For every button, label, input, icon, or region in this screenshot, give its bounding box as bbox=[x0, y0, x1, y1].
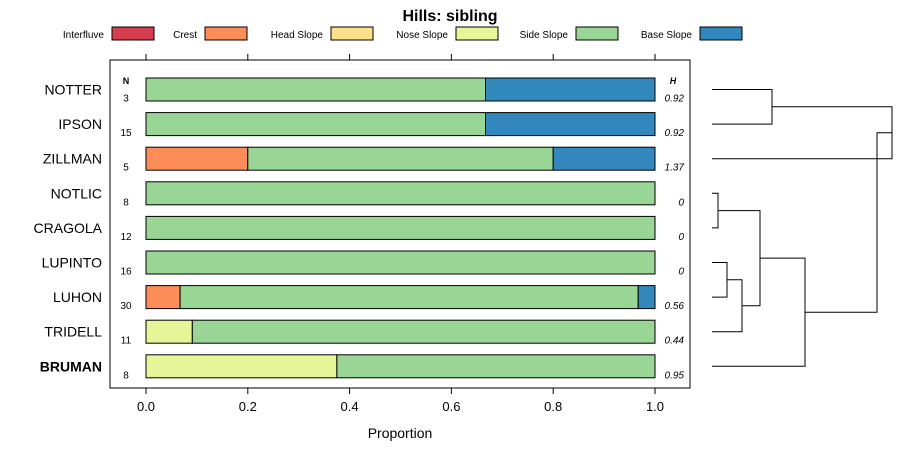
bar-segment-7-3 bbox=[145, 319, 193, 344]
bar-row-4: CRAGOLA 12 0 bbox=[34, 215, 684, 243]
bar-segment-2-1 bbox=[145, 146, 249, 171]
row-label-5: LUPINTO bbox=[42, 255, 103, 271]
bar-segment-6-1 bbox=[145, 285, 181, 310]
dendrogram-branch-7 bbox=[805, 132, 892, 313]
h-value-1: 0.92 bbox=[665, 128, 685, 139]
legend-swatch-5 bbox=[699, 26, 743, 41]
h-value-4: 0 bbox=[678, 232, 684, 243]
bar-segment-2-5 bbox=[552, 146, 656, 171]
n-value-0: 3 bbox=[123, 94, 129, 105]
chart-title: Hills: sibling bbox=[402, 8, 497, 25]
dendrogram bbox=[712, 89, 893, 367]
h-column-header: H bbox=[670, 76, 677, 86]
bar-row-3: NOTLIC 8 0 bbox=[51, 181, 684, 208]
h-value-3: 0 bbox=[678, 197, 684, 208]
h-value-2: 1.37 bbox=[665, 163, 685, 174]
bar-segment-7-4 bbox=[191, 319, 656, 344]
row-label-2: ZILLMAN bbox=[43, 151, 102, 167]
h-value-8: 0.95 bbox=[665, 370, 685, 381]
row-label-4: CRAGOLA bbox=[34, 220, 103, 236]
x-tick-label-5: 1.0 bbox=[646, 399, 664, 414]
n-value-6: 30 bbox=[120, 301, 132, 312]
x-tick-label-3: 0.6 bbox=[442, 399, 460, 414]
legend-swatch-1 bbox=[204, 26, 248, 41]
bar-rows: NOTTER 3 0.92 IPSON 15 0.92 ZILLMAN 5 1.37 NOTLIC… bbox=[34, 77, 685, 381]
x-tick-label-1: 0.2 bbox=[239, 399, 257, 414]
legend-swatch-2 bbox=[330, 26, 374, 41]
dendrogram-branch-2 bbox=[712, 192, 719, 229]
x-tick-label-4: 0.8 bbox=[544, 399, 562, 414]
plot-frame bbox=[109, 59, 691, 389]
bar-row-8: BRUMAN 8 0.95 bbox=[40, 354, 685, 381]
n-value-3: 8 bbox=[123, 197, 129, 208]
h-value-6: 0.56 bbox=[665, 301, 685, 312]
legend-label-4: Side Slope bbox=[520, 30, 569, 41]
row-label-8: BRUMAN bbox=[40, 358, 102, 374]
x-tick-label-2: 0.4 bbox=[341, 399, 359, 414]
legend-label-2: Head Slope bbox=[271, 30, 324, 41]
legend-swatch-4 bbox=[575, 26, 619, 41]
row-label-7: TRIDELL bbox=[44, 324, 102, 340]
h-value-0: 0.92 bbox=[665, 94, 685, 105]
bar-row-6: LUHON 30 0.56 bbox=[53, 285, 685, 312]
bar-row-7: TRIDELL 11 0.44 bbox=[44, 319, 685, 347]
dendrogram-branch-0 bbox=[712, 89, 773, 125]
h-value-7: 0.44 bbox=[665, 336, 685, 347]
n-value-4: 12 bbox=[120, 232, 132, 243]
legend: Interfluve Crest Head Slope Nose Slope Side … bbox=[63, 26, 743, 41]
n-value-8: 8 bbox=[123, 370, 129, 381]
dendrogram-branch-6 bbox=[712, 257, 806, 367]
n-value-1: 15 bbox=[120, 128, 132, 139]
bar-segment-6-5 bbox=[637, 285, 656, 310]
row-label-1: IPSON bbox=[58, 116, 102, 132]
bar-segment-5-4 bbox=[145, 250, 656, 275]
n-value-5: 16 bbox=[120, 267, 132, 278]
bar-segment-1-5 bbox=[485, 112, 656, 137]
bar-row-5: LUPINTO 16 0 bbox=[42, 250, 684, 278]
bar-segment-0-5 bbox=[485, 77, 656, 102]
bar-segment-8-3 bbox=[145, 354, 338, 379]
bar-row-1: IPSON 15 0.92 bbox=[58, 112, 685, 139]
legend-label-5: Base Slope bbox=[641, 30, 693, 41]
x-axis-label: Proportion bbox=[368, 425, 433, 441]
bar-segment-8-4 bbox=[336, 354, 656, 379]
row-label-6: LUHON bbox=[53, 289, 102, 305]
n-value-7: 11 bbox=[121, 336, 132, 347]
legend-label-0: Interfluve bbox=[63, 30, 105, 41]
legend-label-3: Nose Slope bbox=[396, 30, 448, 41]
dendrogram-branch-1 bbox=[712, 106, 893, 160]
bar-segment-4-4 bbox=[145, 215, 656, 240]
bar-row-2: ZILLMAN 5 1.37 bbox=[43, 146, 685, 174]
bar-segment-1-4 bbox=[145, 112, 487, 137]
row-label-0: NOTTER bbox=[44, 82, 102, 98]
bar-segment-6-4 bbox=[179, 285, 639, 310]
bar-row-0: NOTTER 3 0.92 bbox=[44, 77, 685, 105]
bar-segment-0-4 bbox=[145, 77, 487, 102]
dendrogram-branch-5 bbox=[718, 210, 761, 307]
legend-swatch-3 bbox=[455, 26, 499, 41]
row-label-3: NOTLIC bbox=[51, 185, 102, 201]
legend-swatch-0 bbox=[111, 26, 155, 41]
x-axis: 0.0 0.2 0.4 0.6 0.8 1.0 bbox=[137, 54, 664, 414]
dendrogram-branch-3 bbox=[712, 262, 728, 298]
h-value-5: 0 bbox=[678, 267, 684, 278]
legend-label-1: Crest bbox=[173, 30, 197, 41]
x-tick-label-0: 0.0 bbox=[137, 399, 155, 414]
n-column-header: N bbox=[123, 76, 130, 86]
bar-segment-2-4 bbox=[247, 146, 554, 171]
bar-segment-3-4 bbox=[145, 181, 656, 206]
n-value-2: 5 bbox=[123, 163, 129, 174]
